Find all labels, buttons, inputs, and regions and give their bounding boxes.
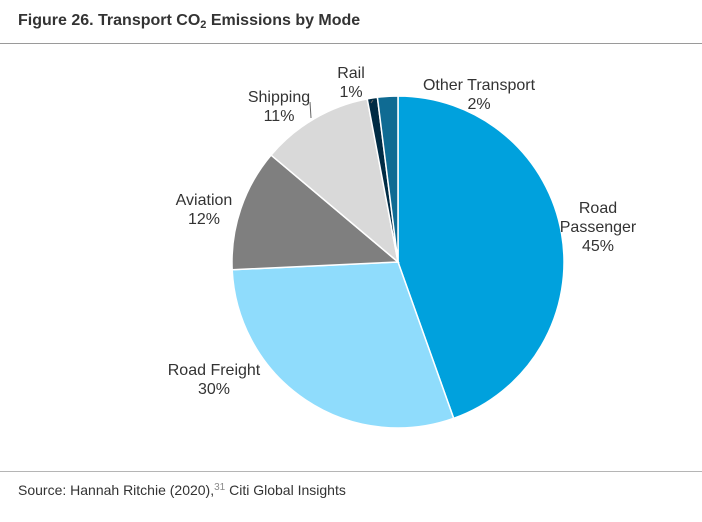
slice-label-shipping: Shipping 11% bbox=[248, 89, 310, 125]
slice-value-shipping: 11% bbox=[264, 108, 295, 125]
slice-label-rail: Rail 1% bbox=[337, 65, 365, 101]
source-divider bbox=[0, 471, 702, 472]
slice-value-aviation: 12% bbox=[188, 211, 220, 228]
slice-label-aviation: Aviation 12% bbox=[176, 192, 233, 228]
slice-value-road-passenger: 45% bbox=[582, 238, 614, 255]
slice-value-rail: 1% bbox=[339, 84, 362, 101]
title-subscript: 2 bbox=[200, 19, 207, 31]
pie-slice-aviation bbox=[231, 154, 400, 271]
slice-value-other-transport: 2% bbox=[467, 96, 490, 113]
chart-title: Figure 26. Transport CO2 Emissions by Mo… bbox=[18, 12, 361, 31]
title-divider bbox=[0, 43, 702, 44]
slice-label-road-passenger: Road Passenger 45% bbox=[560, 200, 637, 255]
leader-line-shipping bbox=[309, 101, 312, 119]
leader-line-rail bbox=[370, 99, 374, 104]
source-note: Source: Hannah Ritchie (2020),31 Citi Gl… bbox=[18, 482, 346, 498]
pie-slice-shipping bbox=[269, 98, 400, 264]
pie-slice-road-passenger bbox=[397, 95, 565, 420]
slice-label-other-transport: Other Transport 2% bbox=[423, 77, 536, 113]
source-reference: 31 bbox=[214, 482, 226, 493]
pie-slice-other-transport bbox=[376, 95, 399, 263]
slice-value-road-freight: 30% bbox=[198, 381, 230, 398]
slice-label-road-freight: Road Freight 30% bbox=[168, 362, 261, 398]
pie-slice-road-freight bbox=[231, 261, 455, 429]
